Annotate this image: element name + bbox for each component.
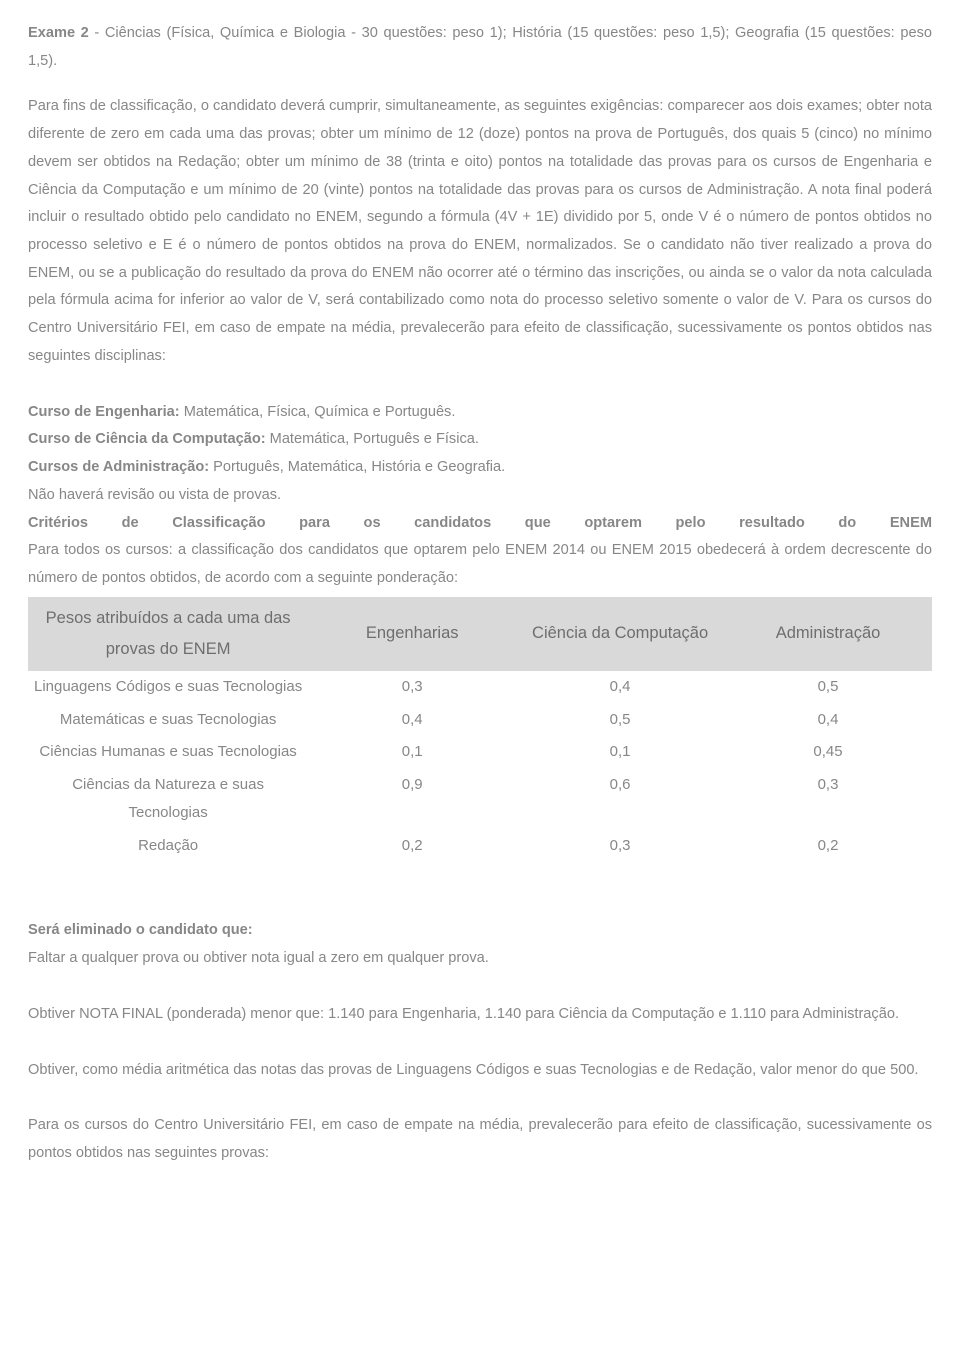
th-engenharias: Engenharias [308,597,516,672]
curso-cc-text: Matemática, Português e Física. [270,431,479,447]
row-label: Ciências da Natureza e suas Tecnologias [28,769,308,830]
table-row: Redação 0,2 0,3 0,2 [28,830,932,863]
row-label: Matemáticas e suas Tecnologias [28,704,308,737]
curso-eng-label: Curso de Engenharia: [28,404,184,420]
tiebreak-paragraph: Para os cursos do Centro Universitário F… [28,1112,932,1167]
th-ciencia-computacao: Ciência da Computação [516,597,724,672]
exam2-label: Exame 2 [28,25,89,41]
cell: 0,1 [516,736,724,769]
elimination-item-2: Obtiver NOTA FINAL (ponderada) menor que… [28,1001,932,1029]
cell: 0,4 [308,704,516,737]
exam2-paragraph: Exame 2 - Ciências (Física, Química e Bi… [28,20,932,75]
no-review-text: Não haverá revisão ou vista de provas. [28,482,932,510]
table-header-row: Pesos atribuídos a cada uma das provas d… [28,597,932,672]
classification-paragraph: Para fins de classificação, o candidato … [28,93,932,370]
row-label: Linguagens Códigos e suas Tecnologias [28,671,308,704]
weights-table: Pesos atribuídos a cada uma das provas d… [28,597,932,863]
criteria-heading: Critérios de Classificação para os candi… [28,510,932,538]
table-row: Ciências da Natureza e suas Tecnologias … [28,769,932,830]
curso-adm-label: Cursos de Administração: [28,459,213,475]
th-administracao: Administração [724,597,932,672]
cell: 0,9 [308,769,516,830]
curso-administracao: Cursos de Administração: Português, Mate… [28,454,932,482]
cell: 0,5 [516,704,724,737]
elimination-title: Será eliminado o candidato que: [28,917,932,945]
cell: 0,3 [308,671,516,704]
cell: 0,4 [724,704,932,737]
curso-cc-label: Curso de Ciência da Computação: [28,431,270,447]
cell: 0,3 [516,830,724,863]
curso-adm-text: Português, Matemática, História e Geogra… [213,459,505,475]
curso-engenharia: Curso de Engenharia: Matemática, Física,… [28,399,932,427]
row-label: Redação [28,830,308,863]
th-pesos: Pesos atribuídos a cada uma das provas d… [28,597,308,672]
table-row: Ciências Humanas e suas Tecnologias 0,1 … [28,736,932,769]
cell: 0,45 [724,736,932,769]
cell: 0,2 [724,830,932,863]
table-row: Linguagens Códigos e suas Tecnologias 0,… [28,671,932,704]
cell: 0,5 [724,671,932,704]
elimination-item-3: Obtiver, como média aritmética das notas… [28,1057,932,1085]
curso-ciencia-computacao: Curso de Ciência da Computação: Matemáti… [28,426,932,454]
elimination-item-1: Faltar a qualquer prova ou obtiver nota … [28,945,932,973]
cell: 0,6 [516,769,724,830]
cell: 0,1 [308,736,516,769]
row-label: Ciências Humanas e suas Tecnologias [28,736,308,769]
curso-eng-text: Matemática, Física, Química e Português. [184,404,456,420]
exam2-text: - Ciências (Física, Química e Biologia -… [28,25,932,69]
cell: 0,3 [724,769,932,830]
criteria-text: Para todos os cursos: a classificação do… [28,537,932,592]
cell: 0,4 [516,671,724,704]
cell: 0,2 [308,830,516,863]
table-row: Matemáticas e suas Tecnologias 0,4 0,5 0… [28,704,932,737]
